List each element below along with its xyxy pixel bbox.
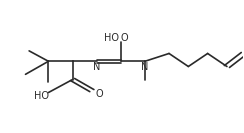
Text: HO: HO: [34, 91, 49, 101]
Text: O: O: [120, 33, 128, 43]
Text: O: O: [96, 90, 104, 99]
Text: HO: HO: [104, 33, 119, 43]
Text: N: N: [93, 62, 100, 72]
Text: N: N: [141, 62, 149, 72]
